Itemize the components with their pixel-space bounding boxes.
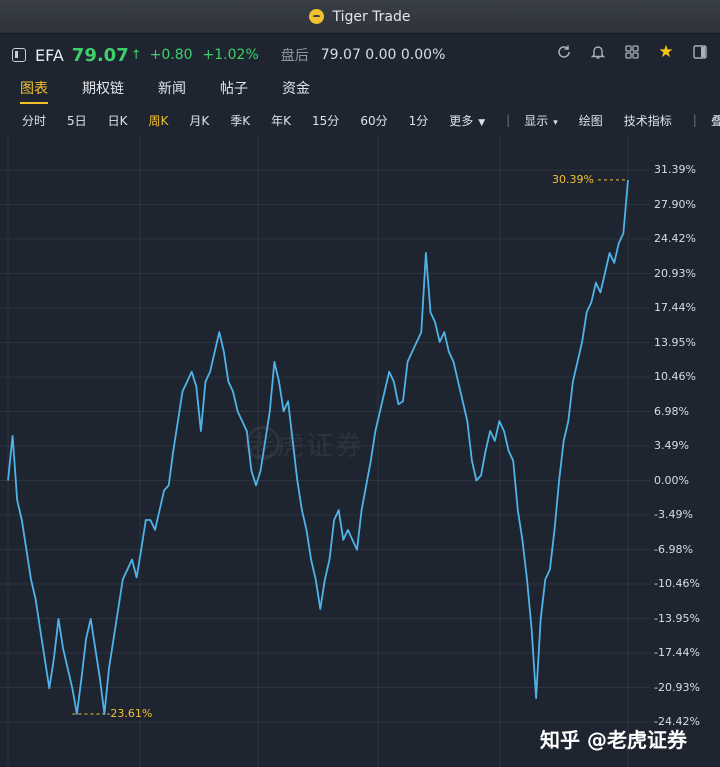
tab-chart[interactable]: 图表 (20, 76, 48, 104)
overlay-button[interactable]: 叠加 (710, 113, 720, 128)
header-actions: ★ (556, 42, 708, 62)
app-title: Tiger Trade (332, 8, 411, 25)
refresh-icon[interactable] (556, 44, 572, 60)
caret-down-icon: ▾ (553, 117, 558, 128)
display-label: 显示 (524, 113, 549, 128)
period-monthly[interactable]: 月K (189, 113, 210, 128)
y-tick-label: 17.44% (654, 301, 696, 314)
window-titlebar: Tiger Trade (0, 0, 720, 34)
more-dropdown[interactable]: 更多 ▼ (449, 112, 485, 129)
y-tick-label: 24.42% (654, 232, 696, 245)
main-tabs: 图表 期权链 新闻 帖子 资金 (0, 76, 720, 104)
y-tick-label: 3.49% (654, 439, 689, 452)
max-value-label: 30.39% (552, 172, 594, 186)
more-label: 更多 (449, 113, 474, 128)
tab-capital[interactable]: 资金 (282, 81, 310, 97)
period-5day[interactable]: 5日 (67, 113, 87, 128)
y-tick-label: 0.00% (654, 473, 689, 487)
y-tick-label: 10.46% (654, 370, 696, 383)
price-change: +0.80 (149, 47, 193, 63)
y-tick-label: -6.98% (654, 542, 693, 556)
y-tick-label: -20.93% (654, 680, 700, 694)
sidebar-toggle-icon[interactable] (12, 48, 26, 62)
after-hours-label: 盘后 (280, 48, 309, 64)
caret-down-icon: ▼ (478, 117, 486, 128)
series-line (7, 179, 629, 715)
y-tick-label: -10.46% (654, 577, 700, 590)
star-icon[interactable]: ★ (658, 42, 674, 62)
watermark-logo-icon (246, 426, 280, 460)
watermark: 老虎证券 (248, 431, 364, 462)
chart-canvas (0, 134, 650, 767)
y-tick-label: 6.98% (654, 404, 689, 418)
layout-icon[interactable] (692, 44, 708, 60)
tab-news[interactable]: 新闻 (158, 81, 186, 97)
min-value-label: -23.61% (106, 706, 153, 720)
period-1min[interactable]: 1分 (408, 113, 429, 128)
display-dropdown[interactable]: 显示 ▾ (524, 112, 558, 129)
y-tick-label: 31.39% (654, 163, 696, 176)
tab-posts[interactable]: 帖子 (220, 81, 248, 97)
indicators-button[interactable]: 技术指标 (623, 113, 672, 128)
y-tick-label: -13.95% (654, 611, 700, 625)
source-credit: 知乎 @老虎证券 (540, 728, 687, 752)
tab-option-chain[interactable]: 期权链 (82, 81, 124, 97)
period-60min[interactable]: 60分 (360, 113, 388, 128)
y-tick-label: 27.90% (654, 197, 696, 211)
toolbar-divider: | (692, 113, 697, 127)
price-chart[interactable]: 老虎证券 31.39% 27.90% 24.42% 20.93% 17.44% 13.95… (0, 134, 720, 767)
y-tick-label: -24.42% (654, 715, 700, 728)
draw-button[interactable]: 绘图 (578, 113, 603, 128)
tiger-logo-icon (309, 9, 325, 24)
period-yearly[interactable]: 年K (271, 113, 292, 128)
period-quarterly[interactable]: 季K (230, 113, 251, 128)
quote-header: EFA 79.07 ↑ +0.80 +1.02% 盘后 79.07 0.00 0… (0, 34, 720, 76)
period-intraday[interactable]: 分时 (22, 113, 47, 128)
period-daily[interactable]: 日K (107, 113, 128, 128)
period-15min[interactable]: 15分 (312, 113, 340, 128)
last-price: 79.07 (71, 44, 129, 66)
after-hours-quote: 79.07 0.00 0.00% (320, 47, 446, 63)
y-tick-label: 13.95% (654, 335, 696, 349)
bell-icon[interactable] (590, 44, 606, 60)
y-tick-label: -3.49% (654, 508, 693, 521)
y-tick-label: -17.44% (654, 646, 700, 659)
y-tick-label: 20.93% (654, 266, 696, 280)
period-weekly[interactable]: 周K (148, 113, 169, 128)
toolbar-divider: | (506, 113, 511, 127)
price-change-percent: +1.02% (202, 47, 259, 63)
ticker-symbol: EFA (35, 45, 64, 65)
up-arrow-icon: ↑ (130, 47, 142, 63)
period-toolbar: 分时 5日 日K 周K 月K 季K 年K 15分 60分 1分 更多 ▼ | 显示… (0, 106, 720, 134)
grid-icon[interactable] (624, 44, 640, 60)
